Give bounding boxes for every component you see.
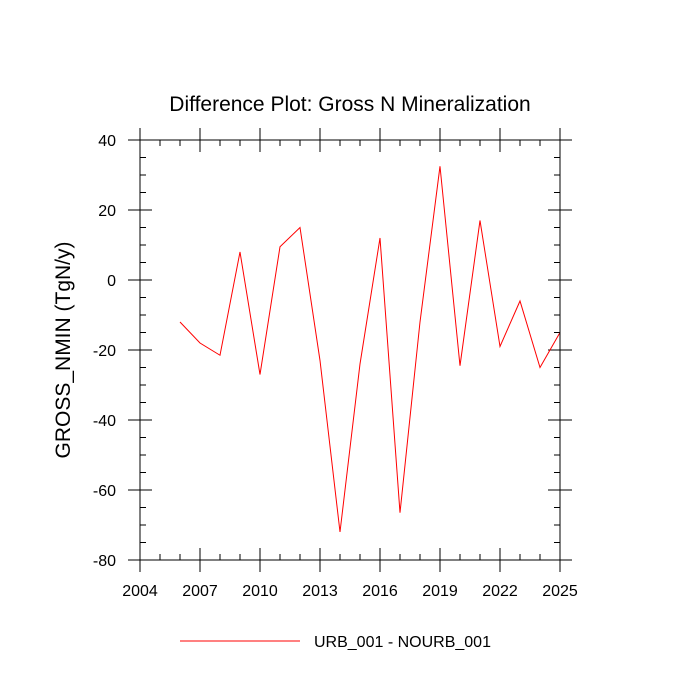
y-tick-label: -80 [93,553,116,570]
x-tick-label: 2007 [182,583,218,600]
series-line [179,166,561,533]
x-tick-label: 2004 [122,583,158,600]
y-tick-label: 20 [98,203,116,220]
x-tick-label: 2019 [422,583,458,600]
y-tick-label: -20 [93,343,116,360]
tick-labels: 2004 2007 2010 2013 2016 2019 2022 2025 40 20 0 -20… [93,133,578,600]
series-layer [179,166,561,533]
y-tick-label: -40 [93,413,116,430]
x-tick-label: 2022 [482,583,518,600]
plot-frame [139,139,561,561]
y-tick-label: -60 [93,483,116,500]
chart-title: Difference Plot: Gross N Mineralization [169,93,530,116]
y-tick-label: 0 [107,273,116,290]
legend: URB_001 - NOURB_001 [180,634,491,651]
x-tick-label: 2016 [362,583,398,600]
minor-ticks [140,140,560,560]
x-tick-label: 2013 [302,583,338,600]
y-tick-label: 40 [98,133,116,150]
legend-label: URB_001 - NOURB_001 [314,634,491,651]
x-tick-label: 2025 [542,583,578,600]
x-tick-label: 2010 [242,583,278,600]
y-axis-label: GROSS_NMIN (TgN/y) [52,241,75,458]
